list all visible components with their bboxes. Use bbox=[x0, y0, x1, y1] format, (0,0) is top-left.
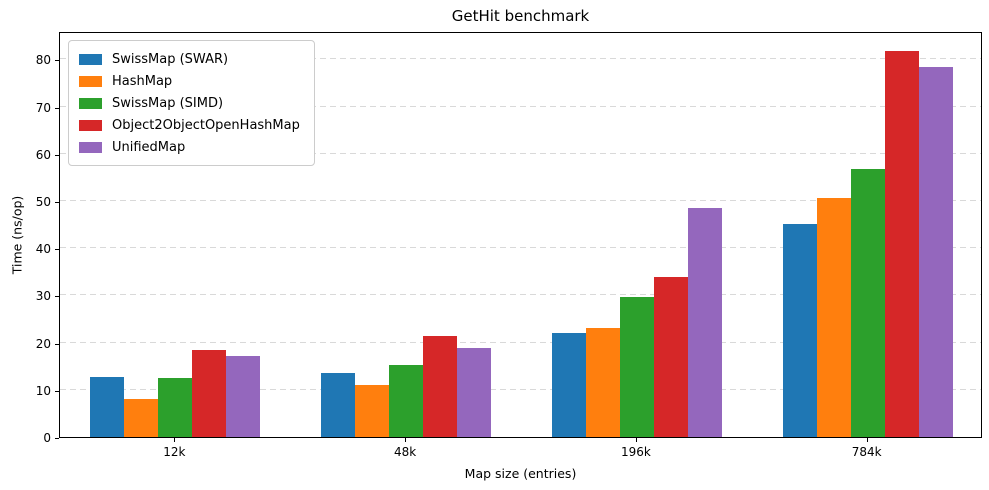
x-tick-label: 48k bbox=[394, 445, 417, 459]
bar-hashmap bbox=[124, 398, 159, 437]
bar-object2objectopenhashmap bbox=[192, 350, 227, 437]
legend-label: SwissMap (SIMD) bbox=[112, 95, 224, 111]
x-tick-mark bbox=[635, 438, 637, 442]
y-tick-mark bbox=[55, 390, 59, 392]
y-tick-mark bbox=[55, 154, 59, 156]
x-tick-label: 784k bbox=[851, 445, 882, 459]
bar-swissmap-simd- bbox=[158, 378, 193, 437]
y-tick-label: 60 bbox=[35, 147, 51, 162]
bar-object2objectopenhashmap bbox=[653, 277, 688, 437]
bar-group bbox=[782, 33, 953, 437]
y-tick-label: 20 bbox=[35, 336, 51, 351]
y-tick-mark bbox=[55, 343, 59, 345]
legend-swatch bbox=[79, 97, 102, 109]
legend-swatch bbox=[79, 119, 102, 131]
y-tick-label: 70 bbox=[35, 100, 51, 115]
bar-swissmap-simd- bbox=[619, 297, 654, 437]
y-tick-label: 10 bbox=[35, 383, 51, 398]
bar-swissmap-simd- bbox=[389, 365, 424, 437]
y-tick-label: 50 bbox=[35, 194, 51, 209]
legend-item: UnifiedMap bbox=[79, 136, 300, 158]
bar-swissmap-simd- bbox=[850, 168, 885, 437]
bar-hashmap bbox=[585, 327, 620, 437]
bar-unifiedmap bbox=[226, 355, 261, 437]
gridline bbox=[60, 199, 981, 201]
y-tick-label: 0 bbox=[43, 431, 51, 445]
gridline bbox=[60, 294, 981, 296]
gridline bbox=[60, 152, 981, 154]
y-tick-mark bbox=[55, 249, 59, 251]
y-tick-mark bbox=[55, 201, 59, 203]
bar-swissmap-swar- bbox=[321, 372, 356, 437]
legend-item: HashMap bbox=[79, 70, 300, 92]
legend-swatch bbox=[79, 53, 102, 65]
bar-object2objectopenhashmap bbox=[884, 50, 919, 437]
bar-unifiedmap bbox=[687, 207, 722, 437]
y-tick-mark bbox=[55, 438, 59, 439]
gridline bbox=[60, 247, 981, 249]
y-tick-label: 30 bbox=[35, 289, 51, 304]
legend-swatch bbox=[79, 141, 102, 153]
plot-area: SwissMap (SWAR) HashMap SwissMap (SIMD) Obj… bbox=[59, 32, 982, 438]
x-tick-mark bbox=[866, 438, 868, 442]
bar-object2objectopenhashmap bbox=[423, 335, 458, 437]
bar-swissmap-swar- bbox=[90, 377, 125, 437]
legend-item: SwissMap (SIMD) bbox=[79, 92, 300, 114]
x-axis-label: Map size (entries) bbox=[464, 466, 577, 481]
gridline bbox=[60, 341, 981, 343]
y-tick-mark bbox=[55, 296, 59, 298]
bar-hashmap bbox=[816, 197, 851, 437]
gridline bbox=[60, 388, 981, 390]
x-tick-mark bbox=[174, 438, 176, 442]
x-tick-mark bbox=[405, 438, 407, 442]
legend-label: SwissMap (SWAR) bbox=[112, 51, 229, 67]
bar-unifiedmap bbox=[918, 66, 953, 437]
bar-unifiedmap bbox=[457, 348, 492, 437]
gridline bbox=[60, 58, 981, 60]
legend-label: Object2ObjectOpenHashMap bbox=[112, 117, 300, 133]
bar-swissmap-swar- bbox=[782, 223, 817, 437]
y-tick-mark bbox=[55, 60, 59, 62]
legend-item: SwissMap (SWAR) bbox=[79, 48, 300, 70]
chart-title: GetHit benchmark bbox=[451, 7, 590, 25]
bar-swissmap-swar- bbox=[551, 333, 586, 437]
legend-swatch bbox=[79, 75, 102, 87]
bar-group bbox=[551, 33, 722, 437]
bar-hashmap bbox=[355, 385, 390, 437]
bar-group bbox=[321, 33, 492, 437]
legend-label: UnifiedMap bbox=[112, 139, 186, 155]
bar-group bbox=[90, 33, 261, 437]
gridline bbox=[60, 105, 981, 107]
legend: SwissMap (SWAR) HashMap SwissMap (SIMD) Obj… bbox=[68, 40, 315, 166]
legend-label: HashMap bbox=[112, 73, 173, 89]
y-tick-label: 80 bbox=[35, 53, 51, 68]
y-tick-mark bbox=[55, 107, 59, 109]
legend-item: Object2ObjectOpenHashMap bbox=[79, 114, 300, 136]
x-tick-label: 12k bbox=[163, 445, 186, 459]
y-tick-label: 40 bbox=[35, 242, 51, 257]
x-tick-label: 196k bbox=[620, 445, 651, 459]
